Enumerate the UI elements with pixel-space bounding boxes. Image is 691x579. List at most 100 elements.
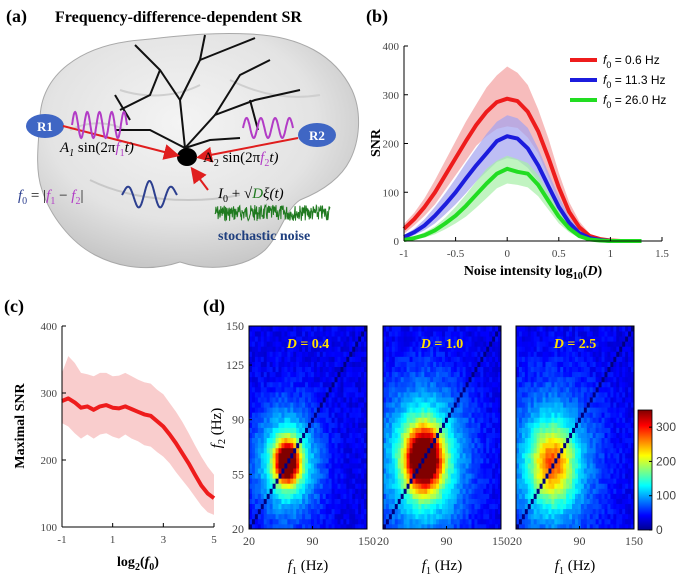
heatmap-cell [334, 346, 338, 352]
heatmap-cell [433, 463, 437, 469]
heatmap-cell [625, 437, 629, 444]
heatmap-cell [352, 498, 356, 505]
heatmap-cell [310, 351, 315, 357]
heatmap-cell [607, 376, 611, 383]
heatmap-cell [346, 412, 350, 418]
heatmap-cell [325, 523, 330, 530]
heatmap-cell [266, 463, 271, 469]
heatmap-cell [518, 483, 523, 489]
heatmap-cell [293, 457, 297, 464]
heatmap-cell [385, 473, 390, 479]
heatmap-cell [316, 488, 321, 494]
heatmap-cell [575, 407, 579, 413]
heatmap-cell [251, 483, 256, 489]
heatmap-cell [586, 427, 591, 433]
heatmap-cell [563, 381, 567, 388]
heatmap-cell [580, 341, 585, 347]
heatmap-cell [554, 341, 558, 347]
heatmap-cell [486, 381, 490, 388]
heatmap-cell [489, 336, 493, 342]
heatmap-cell [601, 523, 605, 530]
heatmap-cell [343, 407, 347, 413]
heatmap-cell [364, 447, 368, 454]
heatmap-cell [495, 463, 499, 469]
heatmap-cell [583, 331, 588, 337]
heatmap-cell [598, 326, 602, 332]
heatmap-cell [516, 366, 520, 373]
heatmap-cell [281, 351, 285, 357]
heatmap-cell [331, 483, 335, 489]
heatmap-cell [462, 432, 466, 439]
heatmap-cell [527, 361, 532, 367]
heatmap-cell [622, 498, 626, 505]
heatmap-cell [337, 376, 341, 383]
heatmap-cell [290, 432, 294, 439]
heatmap-cell [278, 391, 282, 398]
heatmap-cell [631, 417, 635, 423]
heatmap-cell [598, 452, 602, 459]
heatmap-cell [427, 503, 431, 510]
heatmap-cell [388, 432, 393, 439]
heatmap-cell [589, 326, 594, 332]
heatmap-cell [554, 366, 558, 373]
heatmap-cell [331, 407, 335, 413]
heatmap-cell [385, 376, 390, 383]
heatmap-cell [251, 432, 256, 439]
heatmap-cell [331, 391, 335, 398]
heatmap-cell [586, 473, 591, 479]
heatmap-cell [545, 457, 549, 464]
heatmap-cell [471, 457, 475, 464]
heatmap-cell [299, 478, 303, 484]
heatmap-cell [406, 361, 410, 367]
heatmap-cell [406, 331, 410, 337]
heatmap-cell [325, 331, 330, 337]
heatmap-cell [257, 402, 262, 408]
heatmap-cell [383, 442, 387, 449]
heatmap-cell [337, 336, 341, 342]
heatmap-cell [444, 463, 449, 469]
heatmap-cell [530, 463, 535, 469]
heatmap-cell [361, 463, 365, 469]
heatmap-cell [436, 473, 440, 479]
heatmap-cell [409, 437, 413, 444]
heatmap-cell [566, 366, 570, 373]
heatmap-cell [628, 366, 632, 373]
heatmap-cell [462, 513, 466, 520]
heatmap-cell [628, 331, 632, 337]
heatmap-cell [601, 402, 605, 408]
heatmap-cell [418, 493, 422, 499]
heatmap-cell [542, 518, 546, 525]
heatmap-cell [249, 331, 253, 337]
heatmap-cell [302, 397, 306, 403]
heatmap-cell [631, 457, 635, 464]
heatmap-cell [619, 366, 623, 373]
heatmap-cell [343, 341, 347, 347]
heatmap-cell [489, 366, 493, 373]
heatmap-cell [551, 371, 555, 378]
heatmap-cell [272, 422, 276, 428]
heatmap-cell [385, 437, 390, 444]
heatmap-cell [625, 417, 629, 423]
heatmap-cell [334, 391, 338, 398]
heatmap-cell [439, 518, 443, 525]
heatmap-cell [299, 331, 303, 337]
heatmap-cell [316, 402, 321, 408]
heatmap-cell [566, 493, 570, 499]
heatmap-cell [394, 326, 399, 332]
heatmap-cell [355, 478, 359, 484]
heatmap-cell [310, 361, 315, 367]
heatmap-cell [542, 336, 546, 342]
heatmap-cell [418, 412, 422, 418]
heatmap-cell [293, 356, 297, 362]
heatmap-cell [483, 442, 487, 449]
stim2-formula: A2 sin(2πf2t) [203, 150, 279, 169]
heatmap-cell [450, 376, 455, 383]
heatmap-cell [418, 356, 422, 362]
heatmap-cell [456, 407, 461, 413]
heatmap-cell [442, 523, 446, 530]
heatmap-cell [442, 483, 446, 489]
heatmap-cell [480, 346, 484, 352]
heatmap-cell [263, 442, 268, 449]
heatmap-cell [557, 463, 561, 469]
heatmap-cell [439, 523, 443, 530]
